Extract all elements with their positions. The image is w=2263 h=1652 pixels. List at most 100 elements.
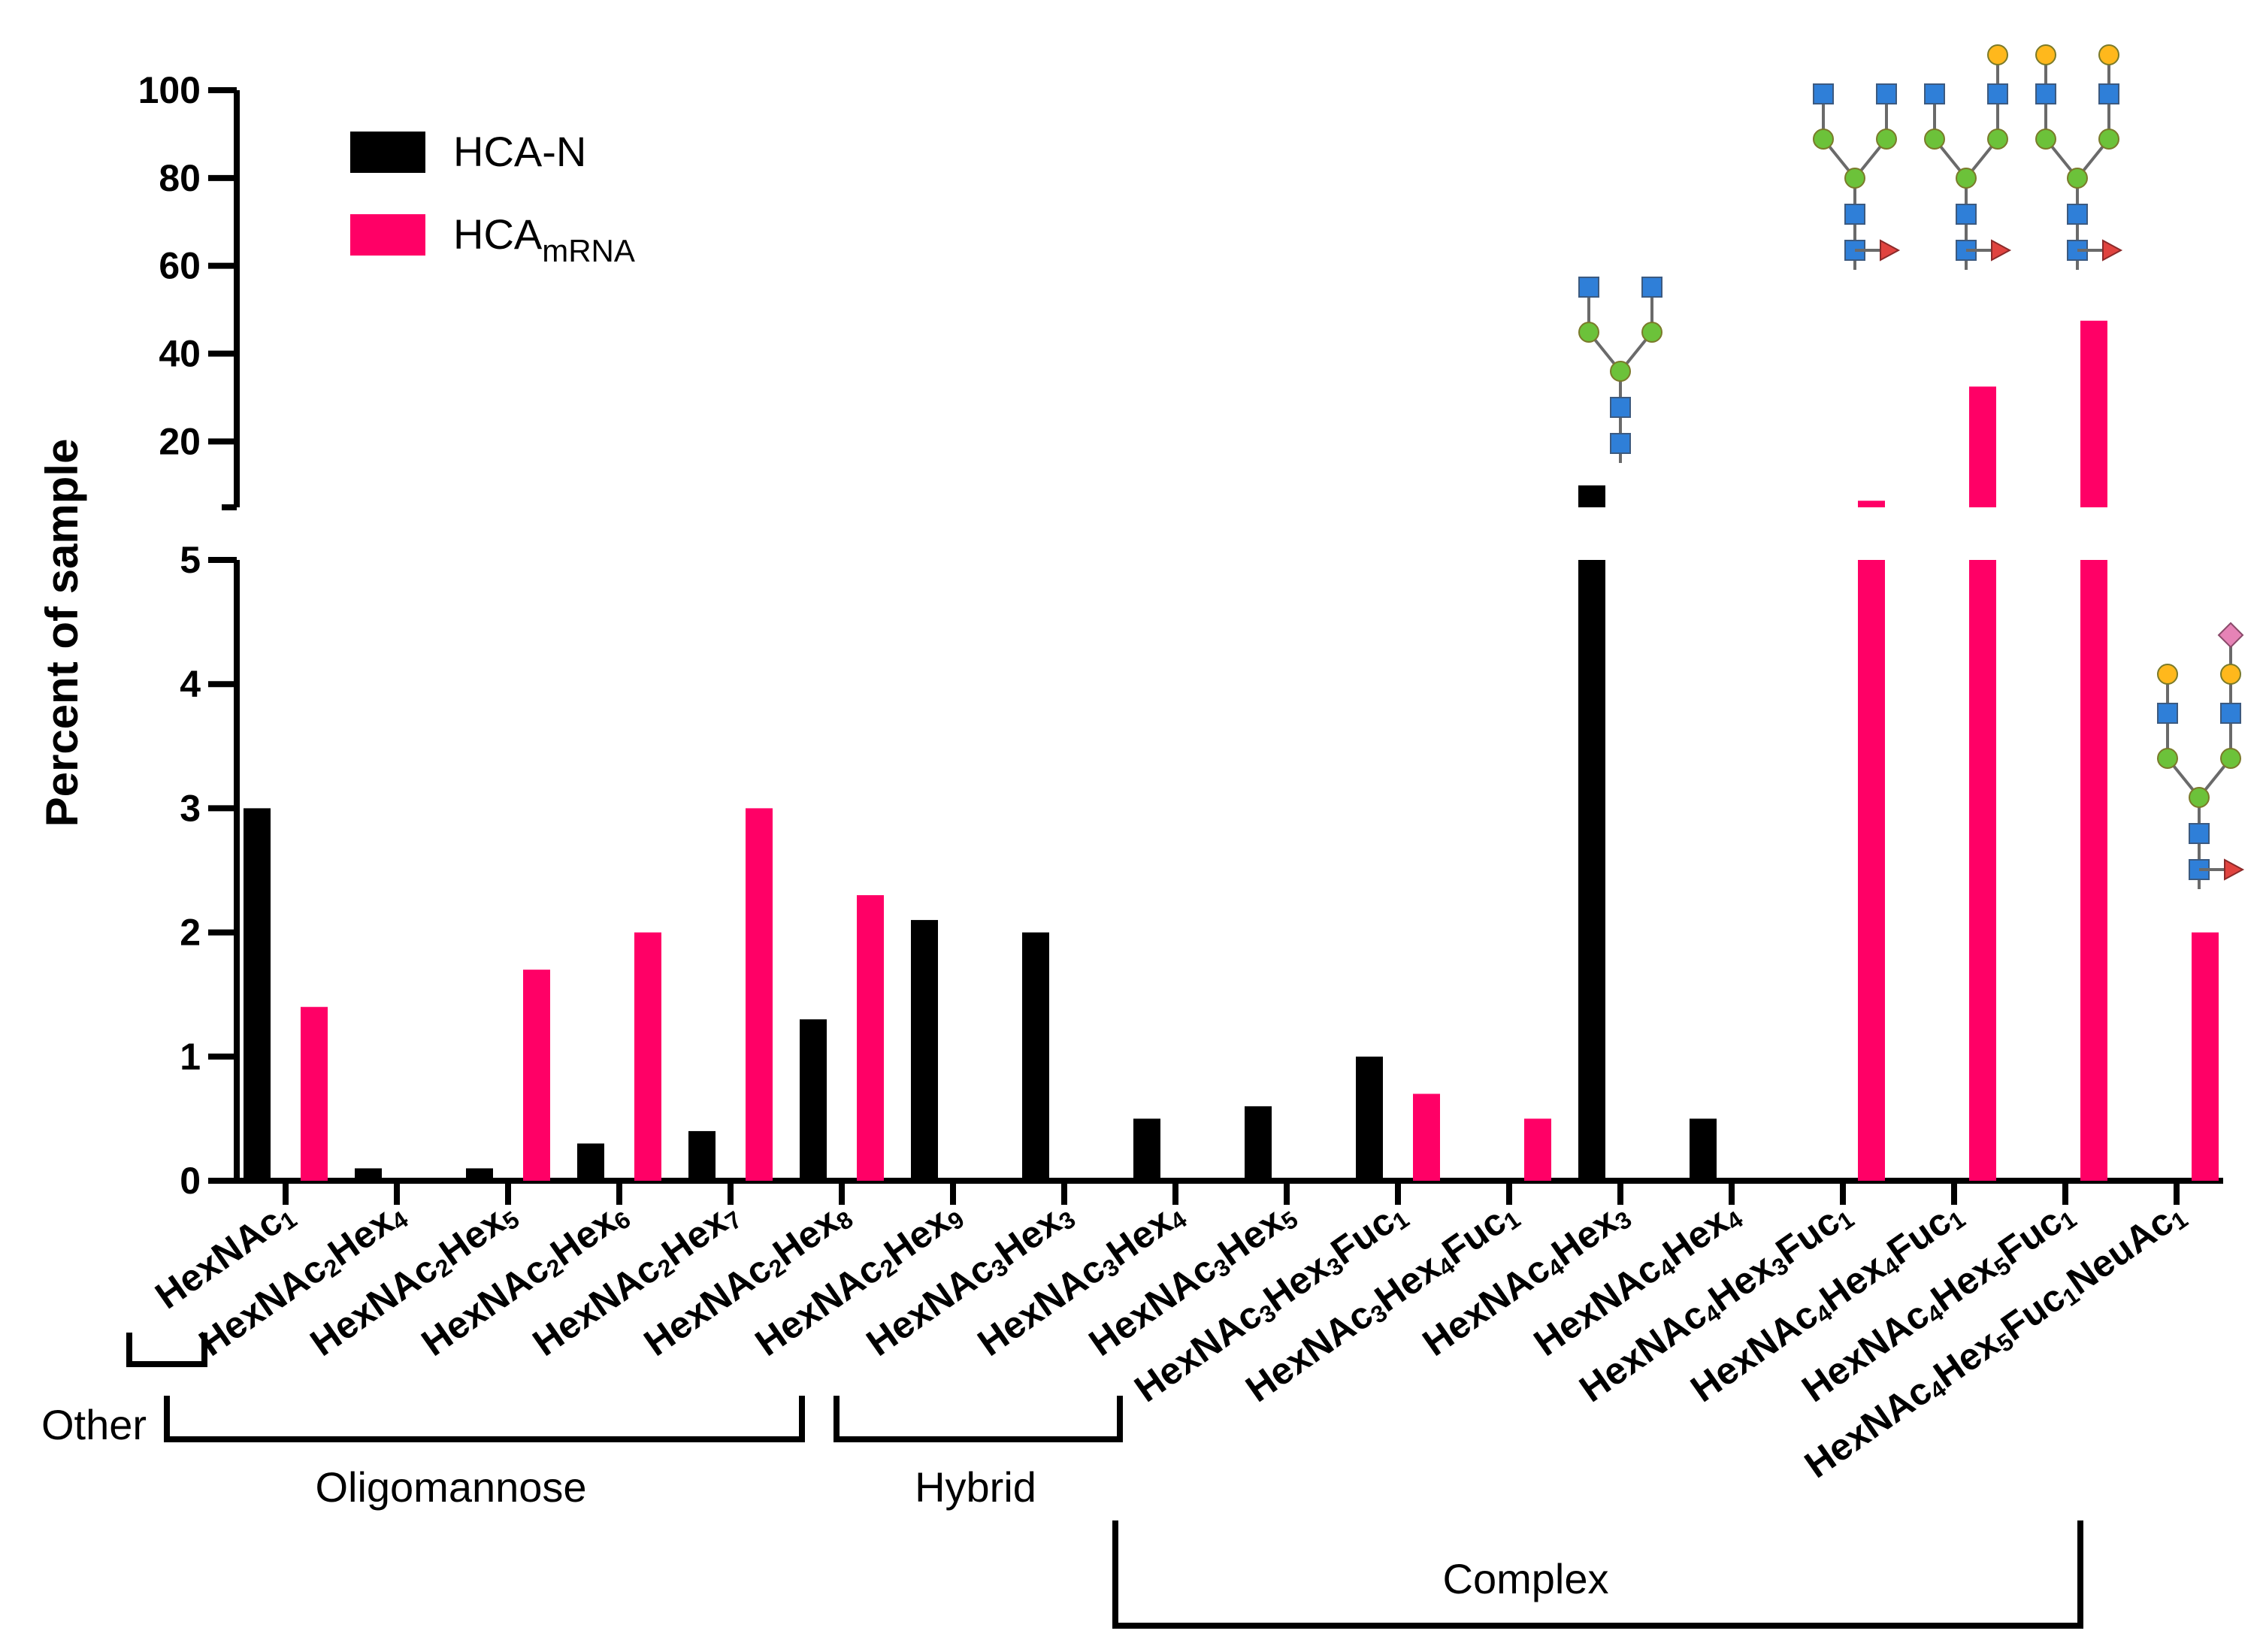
mannose-circle-icon [1813, 129, 1834, 150]
bar-hcamrna-hexnac2hex7 [746, 808, 773, 1181]
mannose-circle-icon [1956, 168, 1977, 189]
glycan-hexnac4hex5fuc1-icon [2035, 44, 2123, 270]
hexnac-square-icon [2035, 83, 2056, 104]
mannose-circle-icon [2220, 748, 2241, 769]
fucose-triangle-icon [2102, 239, 2123, 262]
bar-hcamrna-hexnac4hex5fuc1-upper [2080, 320, 2107, 507]
hexnac-square-icon [1610, 397, 1631, 418]
y-tick-label: 4 [180, 663, 201, 705]
hexnac-square-icon [2067, 204, 2088, 225]
galactose-circle-icon [2035, 44, 2056, 65]
legend-swatch-hcamrna [350, 214, 425, 256]
bar-hca-n-hexnac1 [244, 808, 271, 1181]
y-tick-label: 1 [180, 1036, 201, 1078]
hexnac-square-icon [1813, 83, 1834, 104]
group-label-oligomannose: Oligomannose [315, 1463, 586, 1511]
bar-hcamrna-hexnac4hex4fuc1-upper [1969, 386, 1996, 507]
hexnac-square-icon [1844, 204, 1865, 225]
bar-hca-n-hexnac3hex5 [1245, 1106, 1272, 1181]
fucose-triangle-icon [1880, 239, 1901, 262]
bar-hcamrna-hexnac1 [301, 1006, 328, 1181]
mannose-circle-icon [1924, 129, 1945, 150]
mannose-circle-icon [1876, 129, 1897, 150]
glycan-hexnac4hex4fuc1-icon [1924, 44, 2012, 270]
bar-hcamrna-hexnac4hex5fuc1 [2080, 560, 2107, 1181]
mannose-circle-icon [2067, 168, 2088, 189]
hexnac-square-icon [2157, 703, 2178, 724]
hexnac-square-icon [1956, 204, 1977, 225]
galactose-circle-icon [1987, 44, 2008, 65]
bar-hca-n-hexnac2hex7 [688, 1130, 716, 1181]
bar-hca-n-hexnac2hex9 [911, 920, 938, 1181]
y-tick-label: 60 [159, 245, 201, 287]
bar-hcamrna-hexnac4hex3fuc1 [1858, 560, 1885, 1181]
bar-hca-n-hexnac4hex3-upper [1578, 485, 1605, 507]
glycan-annotations [1578, 44, 2245, 889]
y-tick-label: 80 [159, 157, 201, 199]
legend: HCA-N HCAmRNA [350, 128, 635, 268]
mannose-circle-icon [1578, 322, 1599, 343]
mannose-circle-icon [2189, 787, 2210, 808]
mannose-circle-icon [2035, 129, 2056, 150]
bar-hca-n-hexnac3hex4 [1133, 1118, 1160, 1181]
bracket-oligomannose [164, 1396, 805, 1442]
bar-hca-n-hexnac4hex4 [1690, 1118, 1717, 1181]
mannose-circle-icon [2157, 748, 2178, 769]
hexnac-square-icon [1987, 83, 2008, 104]
glycan-hexnac4hex5fuc1neuac1-icon [2157, 622, 2245, 889]
bars [244, 320, 2219, 1205]
glycan-hexnac4hex3-icon [1578, 277, 1662, 463]
sialic-acid-diamond-icon [2217, 622, 2244, 649]
bar-hca-n-hexnac2hex8 [800, 1019, 827, 1181]
hexnac-square-icon [1610, 433, 1631, 454]
group-brackets: Other Oligomannose Hybrid Complex [41, 1333, 2083, 1629]
bracket-other [126, 1333, 207, 1367]
bar-hcamrna-hexnac3hex3fuc1 [1413, 1094, 1440, 1181]
bar-hca-n-hexnac2hex5 [466, 1168, 493, 1181]
y-tick-label: 20 [159, 420, 201, 462]
y-tick-label: 40 [159, 333, 201, 375]
y-ticks: 0 1 2 3 4 5 20 40 60 80 100 [138, 69, 237, 1202]
hexnac-square-icon [1876, 83, 1897, 104]
mannose-circle-icon [1844, 168, 1865, 189]
galactose-circle-icon [2157, 664, 2178, 685]
y-tick-label: 100 [138, 69, 201, 111]
mannose-circle-icon [1641, 322, 1662, 343]
hexnac-square-icon [2189, 823, 2210, 844]
bar-hcamrna-hexnac2hex5 [523, 970, 550, 1181]
hexnac-square-icon [1924, 83, 1945, 104]
group-label-hybrid: Hybrid [915, 1463, 1036, 1511]
legend-label-hcamrna: HCAmRNA [453, 210, 635, 268]
mannose-circle-icon [1610, 361, 1631, 382]
mannose-circle-icon [2098, 129, 2119, 150]
hexnac-square-icon [2098, 83, 2119, 104]
bar-hcamrna-hexnac4hex3fuc1-upper [1858, 501, 1885, 507]
y-tick-label: 2 [180, 912, 201, 954]
fucose-triangle-icon [2224, 858, 2245, 881]
group-label-other: Other [41, 1401, 147, 1448]
galactose-circle-icon [2098, 44, 2119, 65]
bar-hca-n-hexnac3hex3 [1022, 932, 1049, 1181]
axes [218, 90, 2223, 1184]
bar-hca-n-hexnac4hex3 [1578, 560, 1605, 1181]
y-tick-label: 3 [180, 787, 201, 829]
bar-hca-n-hexnac2hex6 [577, 1143, 604, 1181]
bar-hcamrna-hexnac4hex5fuc1neuac1 [2192, 932, 2219, 1181]
fucose-triangle-icon [1991, 239, 2012, 262]
group-label-complex: Complex [1443, 1555, 1609, 1602]
bar-hcamrna-hexnac2hex6 [634, 932, 661, 1181]
legend-swatch-hca-n [350, 132, 425, 173]
bar-hcamrna-hexnac3hex4fuc1 [1524, 1118, 1551, 1181]
mannose-circle-icon [1987, 129, 2008, 150]
legend-label-hca-n: HCA-N [453, 128, 586, 175]
bar-hcamrna-hexnac4hex4fuc1 [1969, 560, 1996, 1181]
glycan-hexnac4hex3fuc1-icon [1813, 83, 1901, 270]
bracket-complex [1112, 1520, 2083, 1629]
y-tick-label: 5 [180, 539, 201, 581]
hexnac-square-icon [1578, 277, 1599, 298]
hexnac-square-icon [2220, 703, 2241, 724]
galactose-circle-icon [2220, 664, 2241, 685]
bracket-hybrid [833, 1396, 1123, 1442]
bar-hca-n-hexnac3hex3fuc1 [1356, 1056, 1383, 1181]
